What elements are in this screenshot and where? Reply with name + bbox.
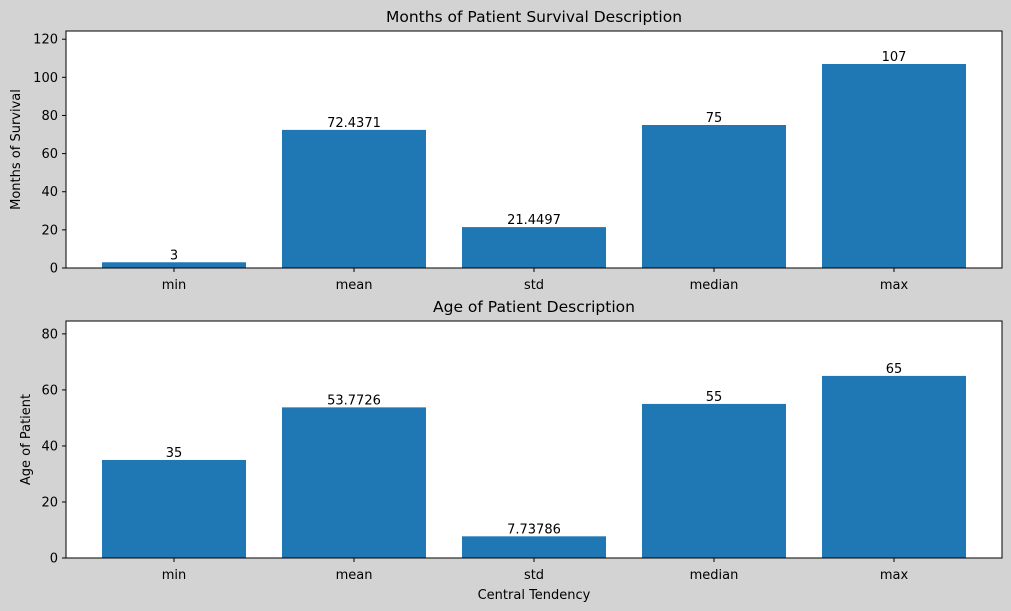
y-tick-label: 60 <box>41 147 58 162</box>
bar-median <box>642 124 786 268</box>
bar-median <box>642 403 786 558</box>
chart-title: Age of Patient Description <box>433 298 635 316</box>
y-tick-label: 80 <box>41 327 58 342</box>
bar-min <box>102 262 246 268</box>
data-label: 75 <box>706 111 723 126</box>
bar-min <box>102 459 246 558</box>
y-axis-label: Months of Survival <box>9 89 24 210</box>
y-tick-label: 20 <box>41 495 58 510</box>
x-tick-label: max <box>880 278 909 293</box>
data-label: 72.4371 <box>327 116 381 131</box>
data-label: 107 <box>882 50 907 65</box>
data-label: 65 <box>886 362 903 377</box>
bar-max <box>822 63 966 268</box>
bar-std <box>462 227 606 268</box>
y-tick-label: 0 <box>50 262 58 277</box>
y-tick-label: 0 <box>50 552 58 567</box>
y-tick-label: 80 <box>41 109 58 124</box>
y-tick-label: 120 <box>33 33 58 48</box>
data-label: 53.7726 <box>327 393 381 408</box>
y-tick-label: 40 <box>41 185 58 200</box>
y-tick-label: 20 <box>41 223 58 238</box>
x-tick-label: std <box>524 278 544 293</box>
bar-max <box>822 375 966 558</box>
data-label: 7.73786 <box>507 522 561 537</box>
bar-std <box>462 536 606 558</box>
data-label: 21.4497 <box>507 213 561 228</box>
x-tick-label: mean <box>336 568 373 583</box>
data-label: 55 <box>706 390 723 405</box>
data-label: 3 <box>170 248 178 263</box>
y-axis-label: Age of Patient <box>19 394 34 485</box>
x-tick-label: min <box>162 568 187 583</box>
x-tick-label: mean <box>336 278 373 293</box>
x-tick-label: median <box>690 278 739 293</box>
y-tick-label: 40 <box>41 439 58 454</box>
y-tick-label: 100 <box>33 71 58 86</box>
x-axis-label: Central Tendency <box>478 588 591 603</box>
bar-mean <box>282 407 426 558</box>
chart-2: 35 53.7726 7.73786 55 65 min mean std median max 0… <box>19 298 1003 603</box>
bar-mean <box>282 129 426 268</box>
x-tick-label: median <box>690 568 739 583</box>
chart-1: 3 72.4371 21.4497 75 107 min mean std median max 0… <box>9 8 1003 293</box>
x-tick-label: std <box>524 568 544 583</box>
x-tick-label: max <box>880 568 909 583</box>
y-tick-label: 60 <box>41 383 58 398</box>
data-label: 35 <box>166 446 183 461</box>
chart-title: Months of Patient Survival Description <box>386 8 682 26</box>
x-tick-label: min <box>162 278 187 293</box>
